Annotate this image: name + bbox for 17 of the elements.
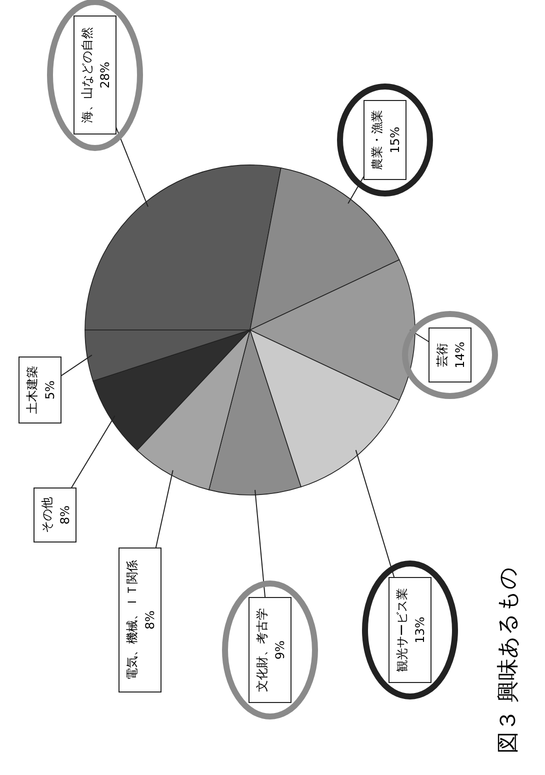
slice-label: その他 [40,497,54,533]
data-label: 14% [453,342,467,368]
data-label: 13% [413,616,427,644]
slice-label: 土木建築 [25,366,39,414]
slice-label: 電気、機械、ＩＴ関係 [125,560,139,680]
data-label: 5% [43,380,57,400]
data-label: 9% [273,640,287,660]
slice-label: 農業・漁業 [370,110,384,170]
slice-label: 観光サービス業 [395,588,409,672]
data-label: 8% [143,610,157,630]
data-label: 8% [58,505,72,525]
slice-label: 文化財、考古学 [255,608,269,692]
slice-label: 芸術 [435,343,449,367]
data-label: 15% [388,126,402,154]
slice-label: 海、山などの自然 [80,27,94,123]
text: 図３ 興味あるもの [496,566,521,754]
data-label: 28% [98,62,112,88]
